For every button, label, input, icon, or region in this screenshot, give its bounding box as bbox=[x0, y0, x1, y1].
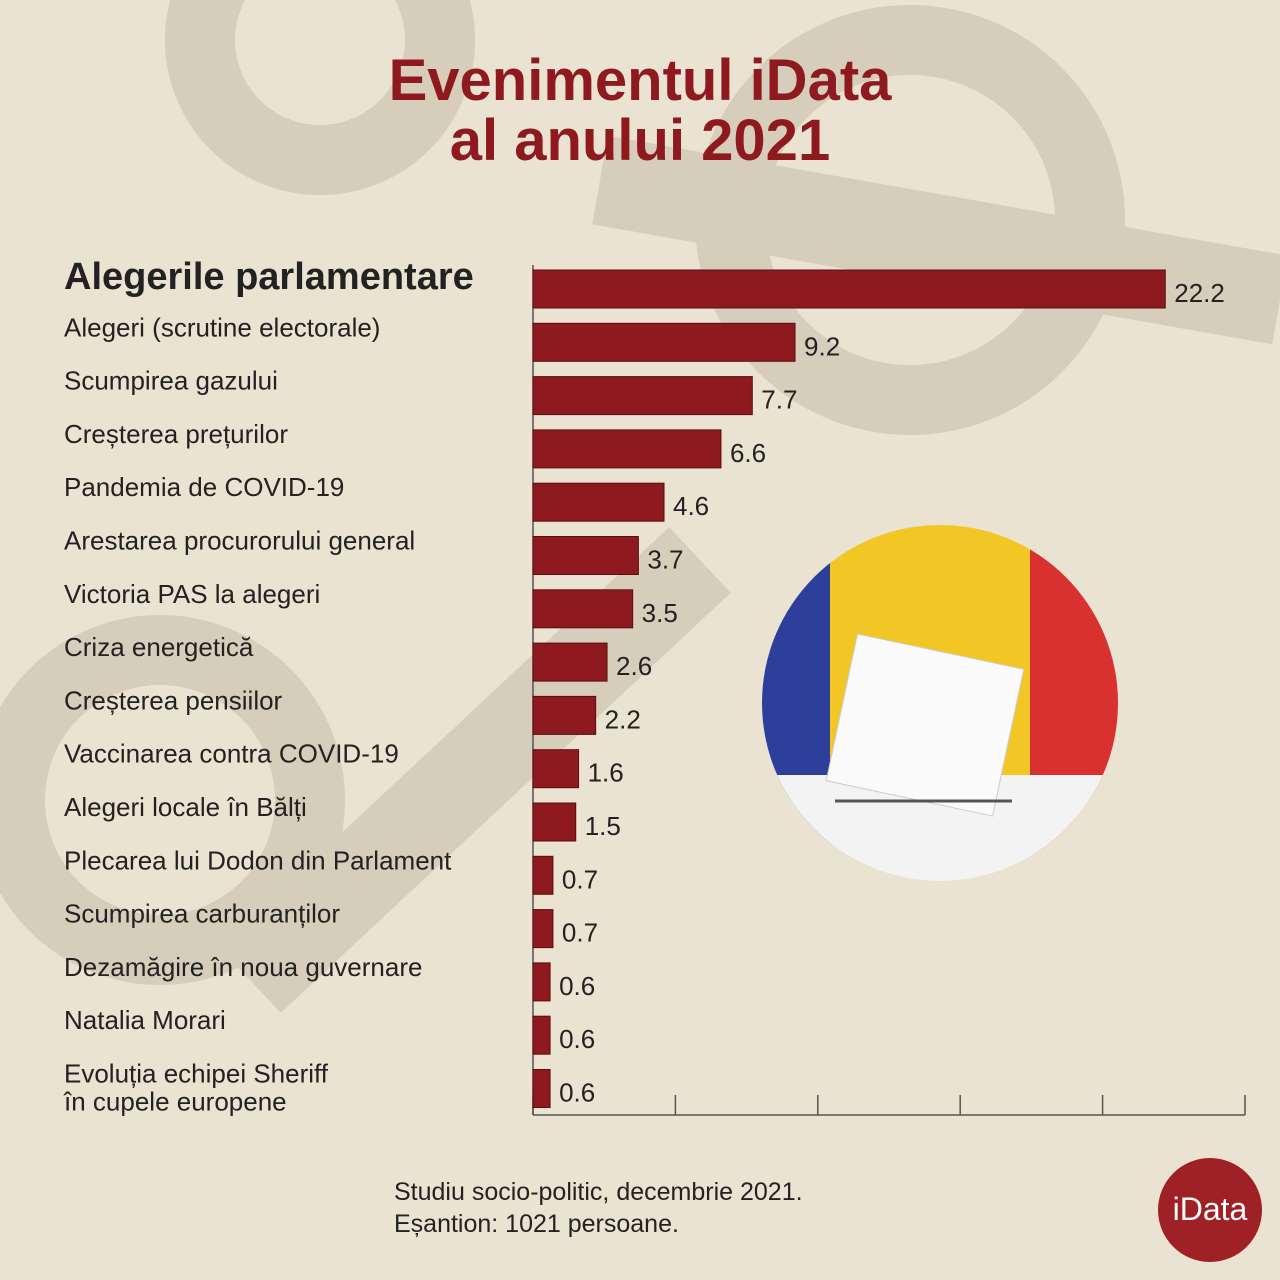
value-label: 2.2 bbox=[605, 704, 641, 734]
category-label: Dezamăgire în noua guvernare bbox=[64, 952, 422, 982]
bar bbox=[532, 589, 634, 629]
value-label: 0.6 bbox=[559, 1024, 595, 1054]
bar bbox=[532, 802, 577, 842]
value-label: 9.2 bbox=[804, 331, 840, 361]
category-label: Evoluția echipei Sheriff în cupele europe… bbox=[63, 1059, 329, 1117]
category-label: Criza energetică bbox=[64, 632, 254, 662]
category-label: Natalia Morari bbox=[64, 1005, 226, 1035]
value-label: 7.7 bbox=[761, 385, 797, 415]
category-label: Creșterea prețurilor bbox=[64, 419, 288, 449]
category-label: Arestarea procurorului general bbox=[64, 526, 415, 556]
bar bbox=[532, 695, 597, 735]
bar bbox=[532, 642, 608, 682]
category-label: Pandemia de COVID-19 bbox=[64, 472, 344, 502]
bar bbox=[532, 1015, 551, 1055]
category-label: Scumpirea gazului bbox=[64, 366, 278, 396]
logo-circle bbox=[1158, 1158, 1262, 1262]
bar bbox=[532, 376, 753, 416]
category-label: Victoria PAS la alegeri bbox=[64, 579, 320, 609]
category-label: Alegeri (scrutine electorale) bbox=[64, 312, 380, 342]
background-shapes bbox=[0, 0, 1280, 1013]
bar bbox=[532, 749, 580, 789]
footnote: Studiu socio-politic, decembrie 2021. Eșa… bbox=[394, 1178, 803, 1238]
value-label: 3.7 bbox=[647, 545, 683, 575]
value-label: 1.5 bbox=[585, 811, 621, 841]
bar bbox=[532, 482, 665, 522]
bar bbox=[532, 269, 1166, 309]
value-label: 0.6 bbox=[559, 971, 595, 1001]
bar bbox=[532, 962, 551, 1002]
category-label: Creșterea pensiilor bbox=[64, 685, 283, 715]
value-label: 6.6 bbox=[730, 438, 766, 468]
category-label: Scumpirea carburanților bbox=[64, 899, 340, 929]
category-label: Plecarea lui Dodon din Parlament bbox=[64, 845, 452, 875]
bar bbox=[532, 536, 639, 575]
category-label: Alegeri locale în Bălți bbox=[64, 792, 307, 822]
bar bbox=[532, 855, 554, 895]
bar bbox=[532, 322, 796, 362]
bar bbox=[532, 429, 722, 469]
bar bbox=[532, 909, 554, 949]
value-label: 0.7 bbox=[562, 864, 598, 894]
category-label: Alegerile parlamentare bbox=[64, 256, 474, 298]
value-label: 0.7 bbox=[562, 918, 598, 948]
value-label: 3.5 bbox=[642, 598, 678, 628]
value-label: 22.2 bbox=[1174, 278, 1225, 308]
value-label: 4.6 bbox=[673, 491, 709, 521]
category-label: Vaccinarea contra COVID-19 bbox=[64, 739, 399, 769]
bar bbox=[532, 1069, 551, 1108]
value-label: 1.6 bbox=[588, 758, 624, 788]
value-label: 0.6 bbox=[559, 1078, 595, 1108]
logo: iData bbox=[1173, 1191, 1248, 1227]
chart-title: Evenimentul iData al anului 2021 bbox=[389, 48, 893, 173]
value-label: 2.6 bbox=[616, 651, 652, 681]
